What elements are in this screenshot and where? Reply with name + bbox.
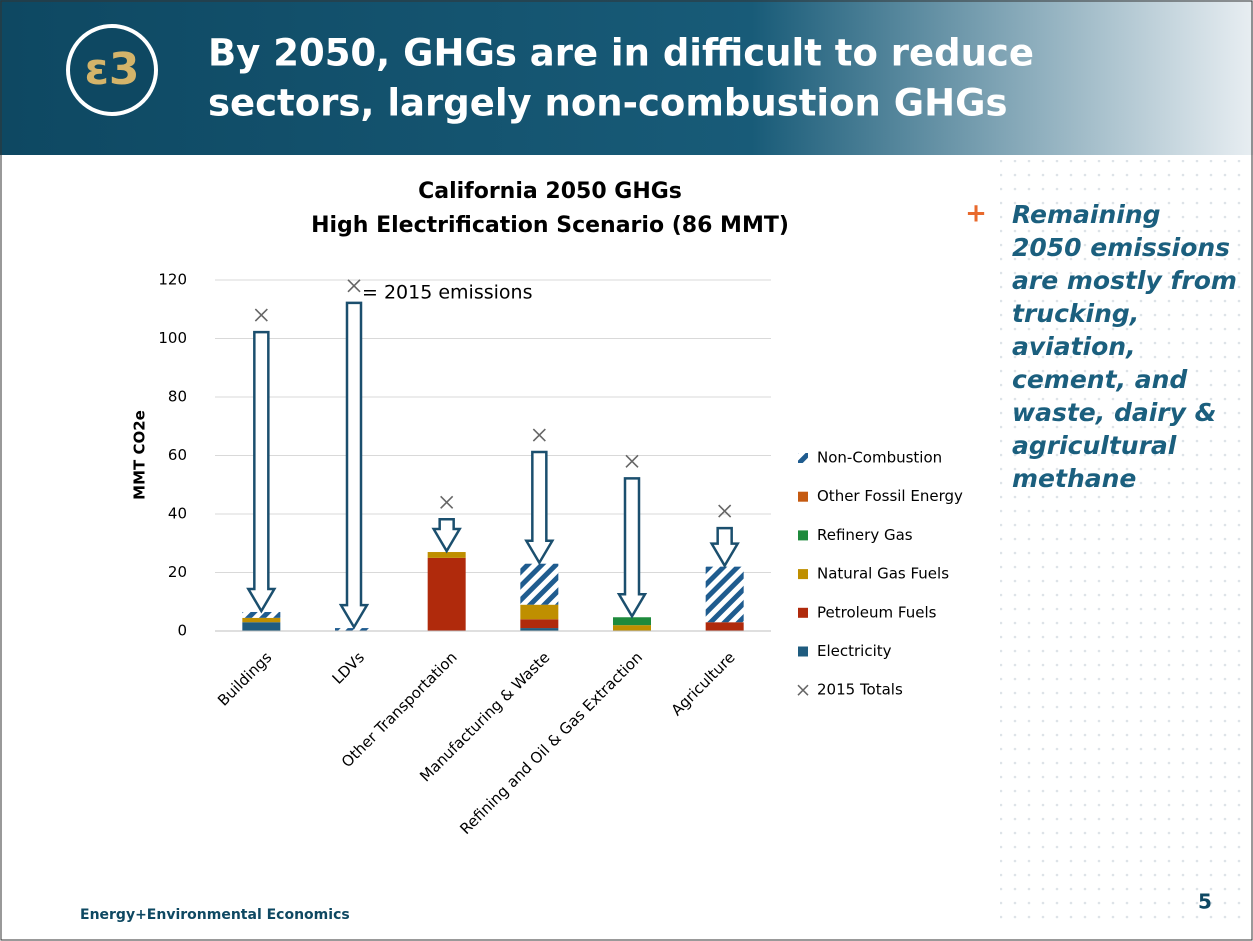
bar-segment (335, 628, 373, 631)
bar-segment (427, 557, 466, 631)
reduction-arrow (246, 330, 277, 614)
total-marker (625, 454, 639, 468)
bar-segment (705, 566, 744, 623)
title-line: sectors, largely non-combustion GHGs (208, 82, 1007, 125)
x-tick-label: Agriculture (668, 648, 739, 719)
reduction-arrow (709, 526, 740, 569)
total-marker (254, 308, 268, 322)
y-axis-label: MMT CO2e (131, 410, 149, 500)
footer: Energy+Environmental Economics (80, 907, 350, 923)
bar-segment (520, 628, 559, 631)
bullet-text: Remaining 2050 emissions are mostly from… (1012, 200, 1237, 493)
legend-label: Other Fossil Energy (817, 487, 963, 505)
y-tick-label: 120 (158, 271, 187, 289)
bullet-marker: + (965, 199, 987, 229)
bar-segment (242, 611, 281, 618)
total-marker (347, 279, 361, 293)
bar-segment (520, 604, 559, 620)
title-line: By 2050, GHGs are in difficult to reduce (208, 32, 1034, 75)
legend-marker (797, 684, 809, 696)
x-tick-label: Buildings (214, 648, 275, 709)
bar-segment (520, 563, 559, 605)
total-marker (440, 495, 454, 509)
legend-swatch (798, 491, 808, 502)
y-tick-label: 100 (158, 329, 187, 347)
bar-segment (613, 617, 651, 626)
total-marker (718, 504, 732, 518)
legend-swatch (798, 607, 808, 618)
legend-label: Natural Gas Fuels (817, 565, 949, 583)
legend-label: Petroleum Fuels (817, 603, 937, 621)
legend-label: Refinery Gas (817, 526, 913, 544)
legend-swatch (798, 569, 808, 580)
legend-swatch (798, 453, 808, 463)
page-number: 5 (1198, 890, 1212, 914)
x-tick-label: Refining and Oil & Gas Extraction (456, 648, 646, 838)
chart-subtitle: High Electrification Scenario (86 MMT) (311, 213, 789, 238)
bar-segment (242, 622, 281, 631)
reduction-arrow (431, 518, 462, 554)
legend-label: Non-Combustion (817, 449, 942, 467)
y-tick-label: 20 (168, 563, 187, 581)
annotation: = 2015 emissions (362, 282, 532, 304)
legend-swatch (798, 530, 808, 541)
y-tick-label: 40 (168, 505, 187, 523)
y-tick-label: 0 (177, 622, 187, 640)
x-tick-label: LDVs (329, 648, 369, 688)
legend-label: 2015 Totals (817, 681, 903, 699)
legend-swatch (798, 646, 808, 657)
header-band (0, 0, 1253, 155)
bar-segment (705, 622, 744, 631)
legend-label: Electricity (817, 642, 892, 660)
y-tick-label: 80 (168, 388, 187, 406)
decor (1000, 160, 1250, 920)
total-marker (532, 428, 546, 442)
reduction-arrow (524, 450, 555, 566)
bar-segment (613, 625, 651, 631)
bar-segment (242, 617, 281, 623)
logo-mark: ε3 (84, 44, 139, 95)
logo (66, 24, 158, 116)
reduction-arrow (338, 301, 370, 630)
bar-segment (427, 552, 466, 558)
y-tick-label: 60 (168, 446, 187, 464)
reduction-arrow (616, 477, 648, 619)
bar-segment (520, 619, 559, 629)
chart-title: California 2050 GHGs (418, 179, 682, 204)
